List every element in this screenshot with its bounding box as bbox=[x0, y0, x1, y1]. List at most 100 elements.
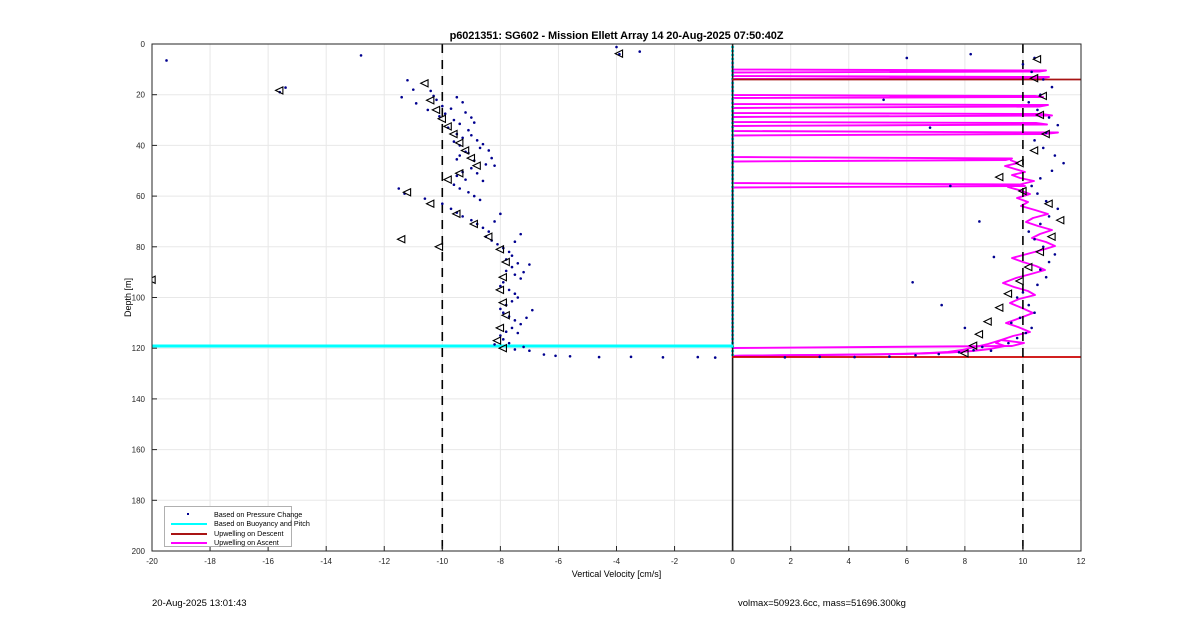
data-point bbox=[1041, 245, 1045, 249]
data-point-triangle bbox=[1034, 247, 1045, 257]
data-point-triangle bbox=[431, 105, 441, 115]
data-point bbox=[510, 326, 514, 330]
data-point bbox=[470, 116, 473, 119]
data-point bbox=[359, 54, 363, 57]
data-point bbox=[522, 270, 525, 274]
data-point bbox=[443, 112, 447, 116]
data-point bbox=[493, 343, 496, 346]
data-point bbox=[487, 230, 491, 233]
data-point bbox=[1007, 341, 1010, 345]
data-point bbox=[992, 255, 996, 259]
data-point-triangle bbox=[1040, 129, 1050, 139]
data-point bbox=[478, 198, 482, 202]
y-tick-label: 200 bbox=[132, 547, 146, 556]
x-tick-label: -14 bbox=[320, 557, 332, 566]
y-tick-label: 160 bbox=[132, 446, 146, 455]
data-point bbox=[978, 220, 981, 223]
data-point bbox=[1039, 268, 1042, 271]
upwelling-ascent-line-icon bbox=[169, 538, 209, 547]
data-point-triangle bbox=[483, 232, 493, 242]
data-point bbox=[1053, 154, 1057, 157]
data-point bbox=[504, 269, 508, 273]
data-point bbox=[414, 102, 418, 105]
y-tick-label: 0 bbox=[141, 40, 146, 49]
data-point bbox=[513, 292, 517, 295]
data-point bbox=[853, 355, 856, 359]
y-tick-label: 180 bbox=[132, 496, 146, 505]
data-point bbox=[629, 355, 633, 359]
data-point bbox=[501, 338, 505, 341]
data-point bbox=[510, 300, 514, 303]
y-tick-label: 140 bbox=[132, 395, 146, 404]
data-point bbox=[1039, 177, 1042, 180]
x-tick-label: -4 bbox=[613, 557, 621, 566]
data-point bbox=[499, 307, 502, 311]
y-tick-label: 40 bbox=[136, 141, 145, 150]
x-tick-label: -10 bbox=[437, 557, 449, 566]
footer-vehicle-params: volmax=50923.6cc, mass=51696.300kg bbox=[738, 598, 906, 609]
data-point bbox=[496, 242, 499, 246]
data-point bbox=[1021, 291, 1025, 294]
y-tick-label: 120 bbox=[132, 344, 146, 353]
data-point bbox=[882, 98, 885, 102]
data-point bbox=[969, 52, 972, 56]
data-point bbox=[1041, 146, 1045, 150]
data-point-triangle bbox=[500, 310, 510, 320]
data-point bbox=[499, 334, 502, 337]
y-tick-label: 60 bbox=[136, 192, 145, 201]
upwelling-descent-line-icon bbox=[169, 529, 209, 538]
data-point bbox=[470, 166, 473, 170]
data-point-triangle bbox=[454, 168, 464, 178]
data-point bbox=[455, 158, 459, 161]
x-tick-label: 12 bbox=[1077, 557, 1086, 566]
data-point-triangle bbox=[1029, 73, 1039, 83]
data-point bbox=[1010, 321, 1013, 325]
data-point-triangle bbox=[454, 138, 464, 148]
data-point-triangle bbox=[973, 329, 984, 339]
y-tick-label: 20 bbox=[136, 91, 145, 100]
data-point bbox=[507, 341, 511, 345]
data-point-triangle bbox=[1029, 146, 1039, 155]
data-point bbox=[972, 348, 975, 352]
data-point-triangle bbox=[1002, 289, 1013, 299]
data-point bbox=[638, 50, 642, 53]
x-axis-label: Vertical Velocity [cm/s] bbox=[572, 569, 662, 579]
data-point-triangle bbox=[500, 257, 510, 267]
data-point bbox=[452, 118, 456, 122]
data-point bbox=[478, 146, 482, 150]
data-point-triangle bbox=[442, 175, 452, 185]
data-point bbox=[499, 212, 502, 216]
data-point-triangle bbox=[1017, 186, 1027, 196]
data-point bbox=[713, 356, 717, 359]
data-point bbox=[481, 142, 485, 146]
data-point bbox=[429, 89, 433, 93]
data-point bbox=[818, 355, 822, 359]
data-point bbox=[528, 263, 531, 266]
data-point-triangle bbox=[1031, 54, 1042, 64]
data-point bbox=[519, 232, 522, 236]
data-point-triangle bbox=[1034, 110, 1045, 120]
y-axis-ticks bbox=[152, 43, 157, 552]
x-tick-label: 4 bbox=[847, 557, 852, 566]
data-point bbox=[940, 303, 943, 307]
data-point-triangle bbox=[613, 49, 624, 59]
data-point bbox=[516, 331, 520, 335]
data-point-triangle bbox=[451, 209, 461, 219]
data-point bbox=[411, 88, 415, 91]
data-point bbox=[449, 107, 453, 110]
legend-item-upwelling-ascent: Upwelling on Ascent bbox=[165, 538, 291, 547]
data-point bbox=[1021, 62, 1025, 66]
y-axis-tick-labels: 0 20 40 60 80 100 120 140 160 180 200 bbox=[132, 40, 146, 556]
legend: Based on Pressure Change Based on Buoyan… bbox=[164, 506, 310, 547]
series-dot bbox=[165, 45, 1065, 359]
data-point bbox=[1036, 108, 1039, 112]
data-point-triangle bbox=[402, 187, 412, 197]
data-point bbox=[531, 308, 534, 312]
data-point bbox=[597, 355, 601, 359]
data-point bbox=[989, 349, 993, 353]
data-point bbox=[1033, 311, 1036, 315]
data-point bbox=[615, 45, 618, 49]
data-point bbox=[516, 261, 520, 265]
x-tick-label: 2 bbox=[788, 557, 793, 566]
data-point bbox=[400, 95, 403, 99]
